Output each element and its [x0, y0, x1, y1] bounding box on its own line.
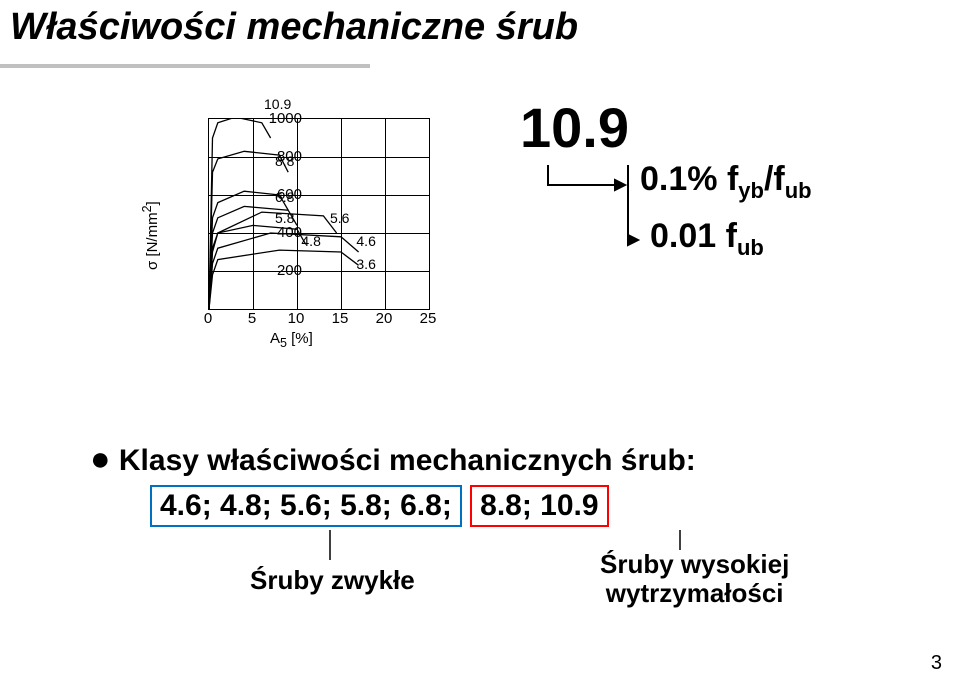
stress-strain-chart: σ [N/mm2] 1000 800 600 400 200 10.98.86.…: [130, 100, 450, 370]
curve-label: 10.9: [264, 96, 291, 112]
class-breakdown: 10.9 0.1% fyb/fub 0.01 fub: [520, 105, 900, 305]
curve-label: 8.8: [275, 153, 294, 169]
curve-label: 4.6: [356, 233, 375, 249]
curves: [209, 119, 429, 309]
curve-label: 5.8: [275, 210, 294, 226]
curve-label: 4.8: [301, 233, 320, 249]
x-tick: 5: [237, 310, 267, 327]
plot-area: 10.98.86.85.85.64.84.63.6: [208, 118, 430, 310]
breakdown-line-2: 0.01 fub: [650, 217, 764, 261]
x-tick: 0: [193, 310, 223, 327]
caption-high: Śruby wysokiej wytrzymałości: [600, 550, 789, 607]
x-tick: 15: [325, 310, 355, 327]
bullet-classes: ● Klasy właściwości mechanicznych śrub:: [90, 440, 696, 479]
slide-title: Właściwości mechaniczne śrub: [10, 6, 578, 49]
caption-ordinary: Śruby zwykłe: [250, 565, 415, 596]
curve-label: 6.8: [275, 189, 294, 205]
x-tick: 10: [281, 310, 311, 327]
curve-label: 3.6: [356, 256, 375, 272]
class-label-big: 10.9: [520, 95, 629, 160]
x-tick: 20: [369, 310, 399, 327]
y-axis-label: σ [N/mm2]: [140, 201, 161, 270]
x-tick: 25: [413, 310, 443, 327]
title-underline: [0, 64, 370, 68]
curve-label: 5.6: [330, 210, 349, 226]
bullet-text: Klasy właściwości mechanicznych śrub:: [119, 444, 696, 477]
bullet-icon: ●: [90, 440, 111, 478]
page-number: 3: [931, 652, 942, 675]
slide: Właściwości mechaniczne śrub σ [N/mm2] 1…: [0, 0, 960, 689]
breakdown-line-1: 0.1% fyb/fub: [640, 160, 812, 204]
caption-connectors: [0, 520, 960, 620]
x-axis-label: A5 [%]: [270, 330, 313, 350]
